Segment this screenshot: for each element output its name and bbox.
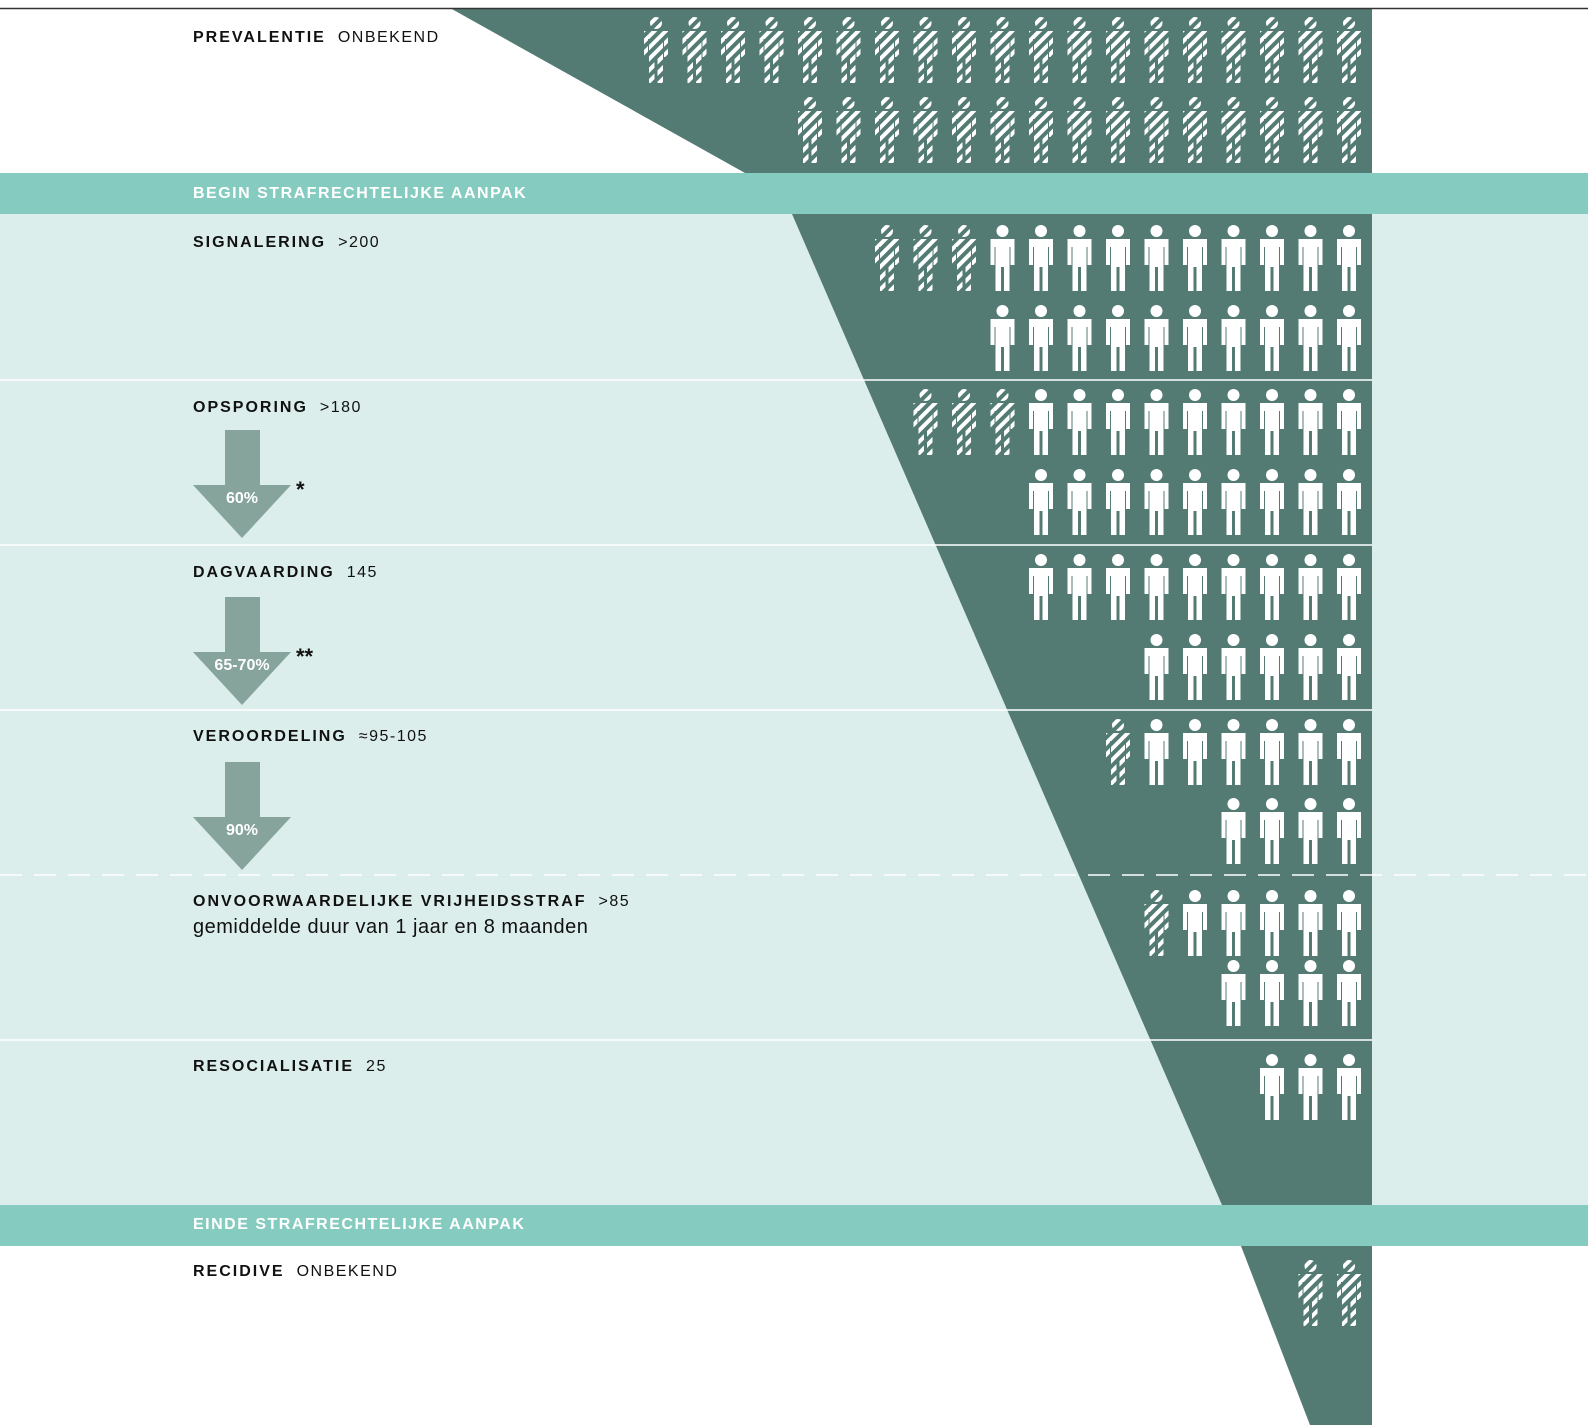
stage-value: >85 bbox=[598, 893, 631, 910]
arrow bbox=[193, 430, 291, 538]
stage-heading: VEROORDELING ≈95-105 bbox=[193, 727, 428, 747]
stage-heading: RECIDIVE ONBEKEND bbox=[193, 1262, 398, 1282]
stage-heading: ONVOORWAARDELIJKE VRIJHEIDSSTRAF >85 bbox=[193, 892, 630, 912]
stage-label: OPSPORING bbox=[193, 399, 308, 416]
stage-label: ONVOORWAARDELIJKE VRIJHEIDSSTRAF bbox=[193, 893, 587, 910]
arrow-note: ** bbox=[296, 644, 314, 669]
stage-value: >200 bbox=[338, 234, 381, 251]
stage-label: RESOCIALISATIE bbox=[193, 1058, 355, 1075]
stage-heading: RESOCIALISATIE 25 bbox=[193, 1057, 387, 1077]
funnel bbox=[1241, 1246, 1372, 1425]
arrow-percent: 90% bbox=[225, 822, 259, 839]
banner-label: BEGIN STRAFRECHTELIJKE AANPAK bbox=[193, 185, 528, 202]
stage-heading: PREVALENTIE ONBEKEND bbox=[193, 28, 440, 48]
stage-value: 145 bbox=[346, 564, 378, 581]
stage-value: ≈95-105 bbox=[358, 728, 428, 745]
stage-heading: DAGVAARDING 145 bbox=[193, 563, 378, 583]
stage-value: ONBEKEND bbox=[296, 1263, 399, 1280]
stage-detail: gemiddelde duur van 1 jaar en 8 maanden bbox=[193, 916, 589, 938]
funnel bbox=[450, 8, 1372, 173]
stage-heading: SIGNALERING >200 bbox=[193, 233, 380, 253]
arrows bbox=[193, 430, 291, 870]
arrow-percent: 65-70% bbox=[214, 657, 270, 674]
stage-heading: OPSPORING >180 bbox=[193, 398, 362, 418]
arrow-percent: 60% bbox=[225, 490, 259, 507]
arrow bbox=[193, 597, 291, 705]
stage-label: RECIDIVE bbox=[193, 1263, 285, 1280]
banner bbox=[0, 173, 1588, 214]
stage-value: >180 bbox=[319, 399, 362, 416]
stage-label: VEROORDELING bbox=[193, 728, 347, 745]
arrow bbox=[193, 762, 291, 870]
stage-value: 25 bbox=[366, 1058, 387, 1075]
separators bbox=[0, 379, 1588, 1041]
banner bbox=[0, 1205, 1588, 1246]
stage-value: ONBEKEND bbox=[337, 29, 440, 46]
stage-label: PREVALENTIE bbox=[193, 29, 326, 46]
stage-label: DAGVAARDING bbox=[193, 564, 335, 581]
stage-label: SIGNALERING bbox=[193, 234, 327, 251]
banner-label: EINDE STRAFRECHTELIJKE AANPAK bbox=[193, 1216, 526, 1233]
arrow-note: * bbox=[296, 477, 305, 502]
